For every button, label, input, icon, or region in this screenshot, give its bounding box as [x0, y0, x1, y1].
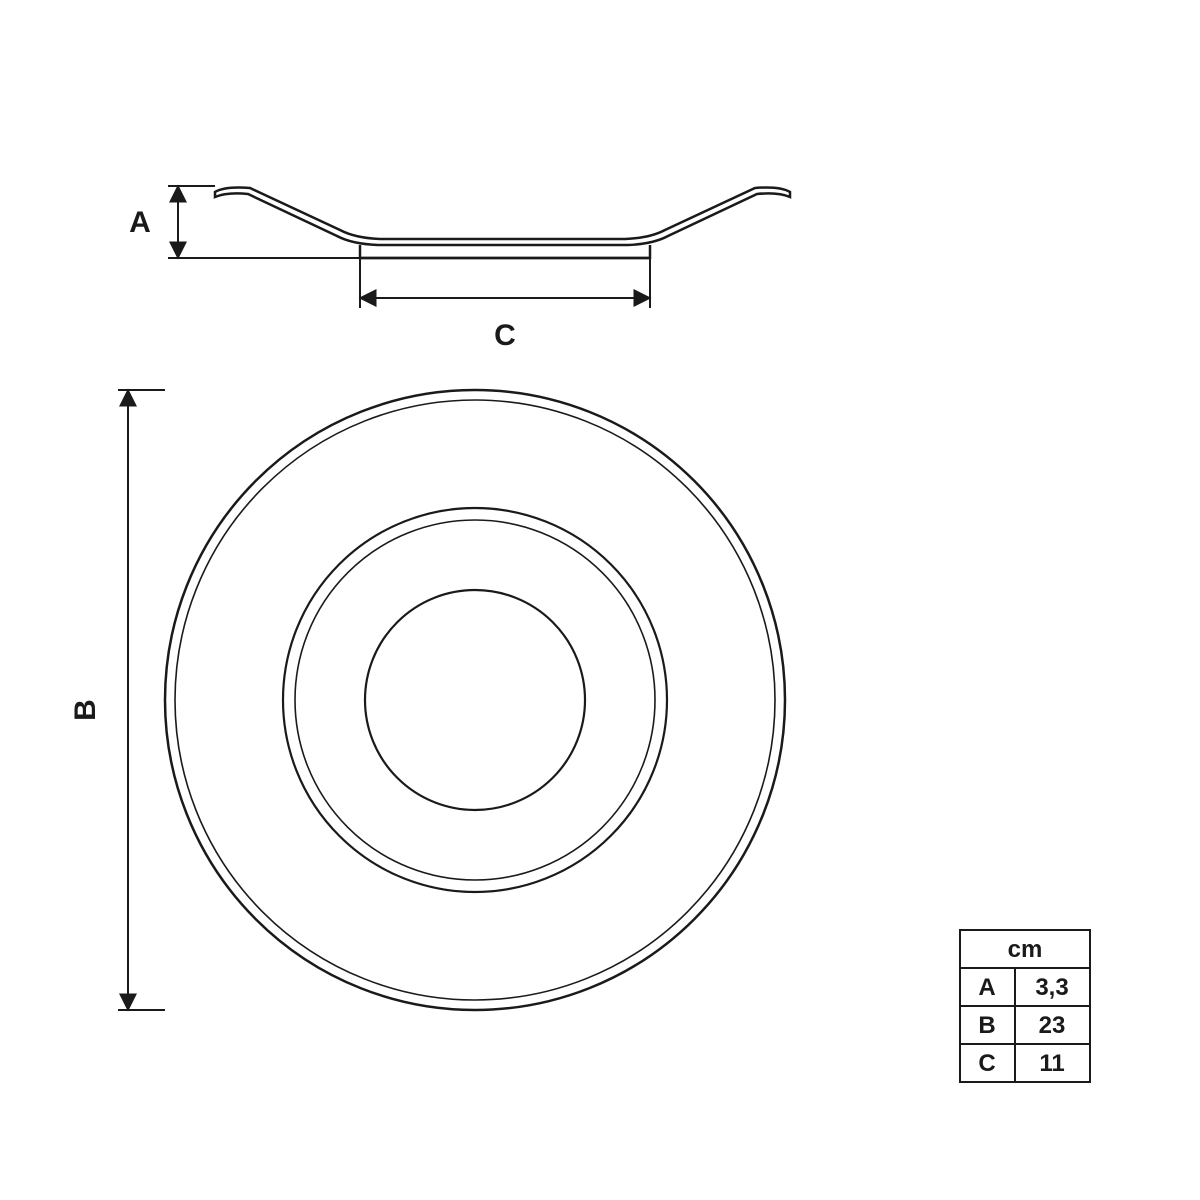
- technical-drawing: A C B cm A 3,3 B 23 C 11: [0, 0, 1200, 1200]
- plate-profile: [215, 188, 790, 246]
- table-header: cm: [1008, 936, 1043, 963]
- table-r2c1: 11: [1039, 1050, 1064, 1077]
- dimension-table: cm A 3,3 B 23 C 11: [960, 930, 1090, 1082]
- table-r0c0: A: [978, 974, 995, 1001]
- label-A: A: [129, 206, 151, 239]
- top-view: [165, 390, 785, 1010]
- side-view: [215, 188, 790, 259]
- table-r1c0: B: [978, 1012, 995, 1039]
- circle-outer: [165, 390, 785, 1010]
- plate-base: [360, 245, 650, 258]
- label-B: B: [69, 699, 102, 721]
- table-r1c1: 23: [1039, 1012, 1066, 1039]
- table-r0c1: 3,3: [1035, 974, 1068, 1001]
- dimension-C: C: [360, 258, 650, 352]
- label-C: C: [494, 319, 516, 352]
- table-r2c0: C: [978, 1050, 995, 1077]
- dimension-B: B: [69, 390, 165, 1010]
